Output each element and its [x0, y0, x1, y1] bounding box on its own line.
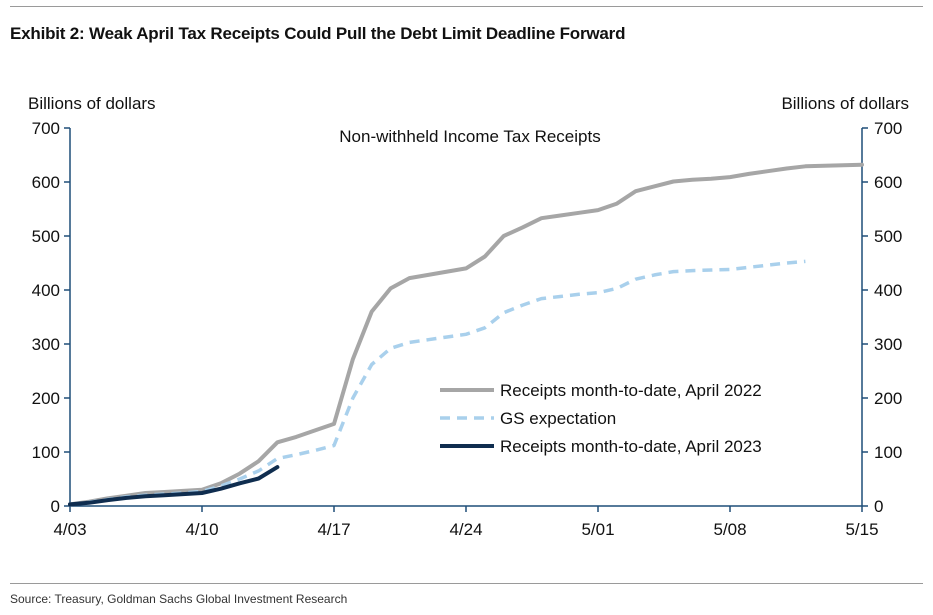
- legend: Receipts month-to-date, April 2022 GS exp…: [440, 381, 762, 456]
- x-tick-label: 4/03: [53, 520, 86, 539]
- series-line-april-2022: [68, 162, 864, 507]
- left-y-tick-label: 700: [32, 119, 60, 138]
- x-tick-label: 5/08: [713, 520, 746, 539]
- left-y-tick-label: 400: [32, 281, 60, 300]
- right-y-tick-label: 300: [874, 335, 902, 354]
- right-axis-label: Billions of dollars: [781, 94, 909, 113]
- legend-item-gs-expectation-label: GS expectation: [500, 409, 616, 428]
- series-lines: [68, 162, 864, 507]
- right-y-tick-label: 400: [874, 281, 902, 300]
- legend-item-april-2022-label: Receipts month-to-date, April 2022: [500, 381, 762, 400]
- x-tick-label: 4/24: [449, 520, 482, 539]
- x-tick-label: 5/15: [845, 520, 878, 539]
- line-chart: Billions of dollars Billions of dollars …: [28, 94, 909, 539]
- source-note: Source: Treasury, Goldman Sachs Global I…: [10, 592, 348, 606]
- left-y-tick-label: 500: [32, 227, 60, 246]
- series-line-april-2023: [68, 465, 280, 507]
- bottom-rule: [10, 583, 923, 584]
- x-tick-label: 4/10: [185, 520, 218, 539]
- left-y-tick-label: 300: [32, 335, 60, 354]
- top-rule: [10, 6, 923, 7]
- left-axis-label: Billions of dollars: [28, 94, 156, 113]
- left-y-tick-label: 200: [32, 389, 60, 408]
- chart-title: Non-withheld Income Tax Receipts: [339, 127, 600, 146]
- axes: 0 0 100 100 200 200 300 300 400 400 500 500 600 600 70…: [32, 119, 903, 539]
- right-y-tick-label: 600: [874, 173, 902, 192]
- right-y-tick-label: 100: [874, 443, 902, 462]
- exhibit-title: Exhibit 2: Weak April Tax Receipts Could…: [10, 24, 626, 43]
- right-y-tick-label: 500: [874, 227, 902, 246]
- legend-item-april-2023-label: Receipts month-to-date, April 2023: [500, 437, 762, 456]
- left-y-tick-label: 100: [32, 443, 60, 462]
- left-y-tick-label: 600: [32, 173, 60, 192]
- right-y-tick-label: 700: [874, 119, 902, 138]
- left-y-tick-label: 0: [51, 497, 60, 516]
- right-y-tick-label: 200: [874, 389, 902, 408]
- x-tick-label: 5/01: [581, 520, 614, 539]
- right-y-tick-label: 0: [874, 497, 883, 516]
- x-tick-label: 4/17: [317, 520, 350, 539]
